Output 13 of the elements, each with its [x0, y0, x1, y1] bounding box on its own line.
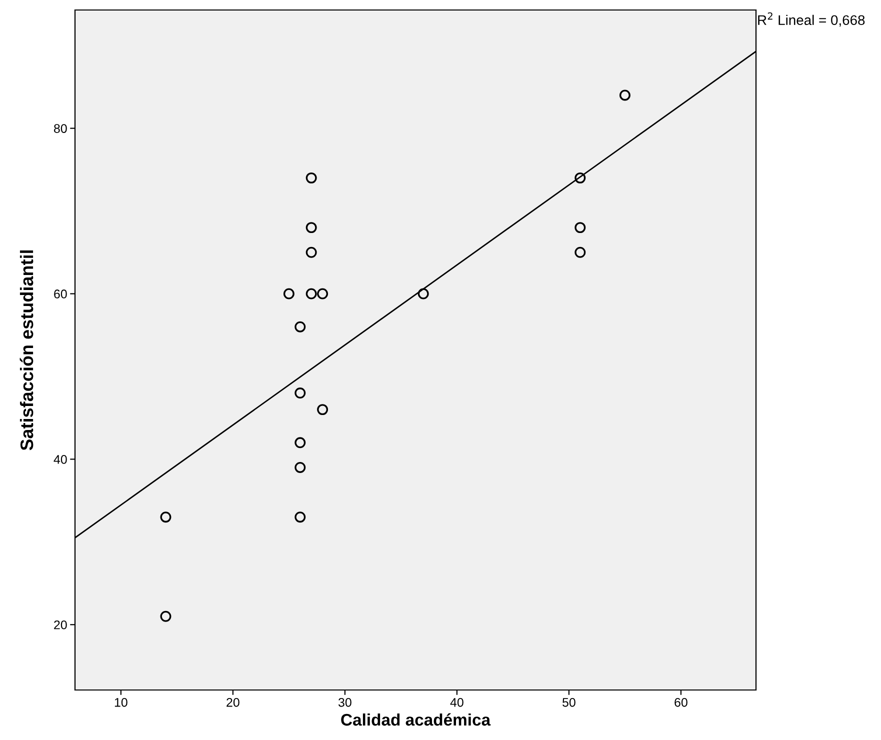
x-tick-label: 50: [562, 698, 576, 707]
y-axis-title: Satisfacción estudiantil: [20, 250, 34, 450]
y-tick-label: 40: [54, 455, 67, 464]
x-tick-label: 10: [114, 698, 128, 707]
y-tick-label: 20: [54, 620, 67, 630]
x-axis-title: Calidad académica: [341, 713, 491, 726]
y-tick-label: 60: [54, 290, 67, 298]
x-tick-label: 60: [674, 698, 688, 707]
y-tick-label: 80: [54, 124, 67, 133]
x-tick-label: 20: [226, 698, 240, 707]
text: R$^{2}$ Lineal = 0,668: [758, 12, 865, 27]
x-tick-label: 40: [450, 698, 464, 707]
x-tick-label: 30: [338, 698, 352, 707]
